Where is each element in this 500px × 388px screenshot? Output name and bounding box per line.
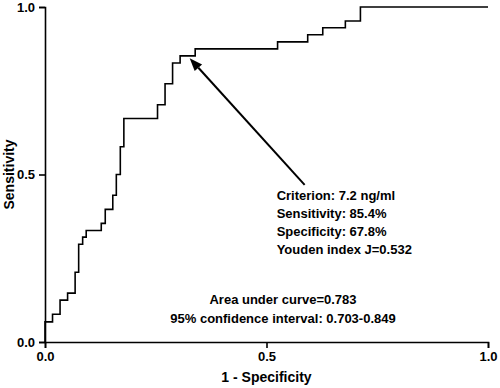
x-axis-title: 1 - Specificity: [221, 369, 311, 385]
annotation-text: Youden index J=0.532: [277, 242, 412, 257]
annotation-text: Sensitivity: 85.4%: [277, 206, 387, 221]
plot-area: [45, 7, 488, 342]
roc-curve: [45, 7, 488, 342]
tick: 0.5: [258, 342, 276, 364]
tick: 1.0: [479, 342, 497, 364]
tick: 0.5: [17, 167, 45, 182]
tick-label: 0.5: [258, 349, 276, 364]
tick-label: 0.0: [17, 335, 35, 350]
annotation-arrow: [198, 68, 304, 185]
tick-mark: [39, 174, 45, 176]
annotations: Criterion: 7.2 ng/ml Sensitivity: 85.4% Sp…: [170, 58, 412, 326]
tick: 0.0: [17, 335, 45, 350]
tick-label: 1.0: [479, 349, 497, 364]
chart: 0.0 0.5 1.0 0.0 0.5 1.0 1 - Specificity Sensiti…: [0, 0, 500, 388]
tick-label: 0.0: [36, 349, 54, 364]
annotation-text: Area under curve=0.783: [209, 292, 356, 307]
tick-mark: [39, 342, 45, 344]
y-axis: 0.0 0.5 1.0: [17, 0, 46, 350]
y-axis-title: Sensitivity: [1, 139, 17, 209]
tick-label: 1.0: [17, 0, 35, 15]
annotation-text: 95% confidence interval: 0.703-0.849: [170, 311, 395, 326]
tick: 0.0: [36, 342, 54, 364]
annotation-text: Criterion: 7.2 ng/ml: [277, 188, 395, 203]
axis-line: [39, 8, 46, 343]
annotation-arrowhead: [190, 58, 202, 71]
tick: 1.0: [17, 0, 45, 15]
tick-mark: [39, 7, 45, 9]
annotation-text: Specificity: 67.8%: [277, 224, 387, 239]
tick-label: 0.5: [17, 167, 35, 182]
tick-mark: [266, 342, 268, 348]
x-axis: 0.0 0.5 1.0: [36, 342, 497, 364]
tick-mark: [488, 342, 490, 348]
axis-line: [46, 343, 489, 349]
